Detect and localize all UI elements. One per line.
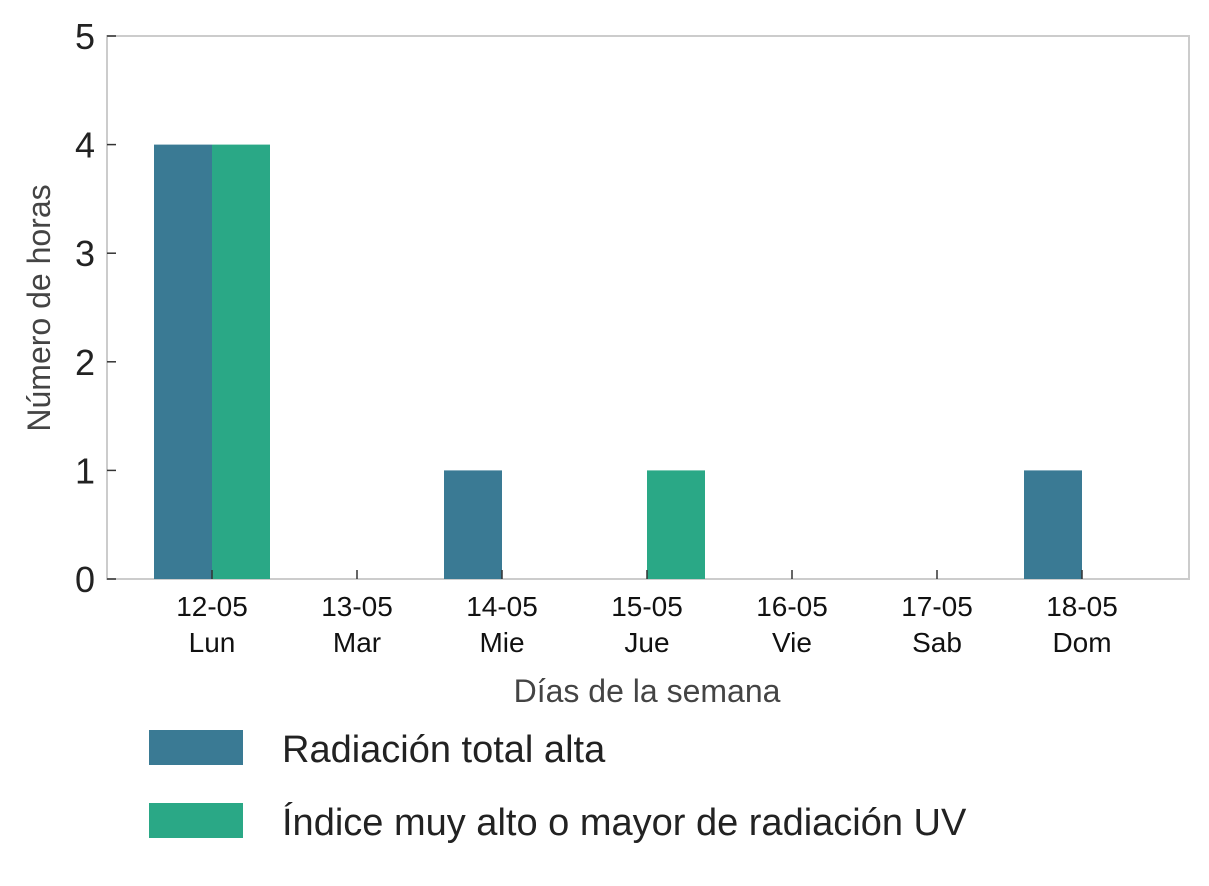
x-tick-label-date: 14-05 <box>466 591 538 622</box>
legend: Radiación total alta Índice muy alto o ma… <box>149 729 967 844</box>
x-tick-label-date: 12-05 <box>176 591 248 622</box>
legend-swatch-1 <box>149 730 243 765</box>
x-tick-label-day: Mar <box>333 627 381 658</box>
x-tick-label-day: Vie <box>772 627 812 658</box>
x-tick-label-day: Mie <box>479 627 524 658</box>
legend-swatch-2 <box>149 803 243 838</box>
y-tick-label: 1 <box>75 450 95 491</box>
x-tick-label-date: 16-05 <box>756 591 828 622</box>
x-axis-label: Días de la semana <box>514 673 781 709</box>
bar-2-15-05 <box>647 470 705 579</box>
x-tick-label-date: 15-05 <box>611 591 683 622</box>
x-tick-label-date: 17-05 <box>901 591 973 622</box>
x-tick-label-date: 18-05 <box>1046 591 1118 622</box>
x-tick-label-day: Jue <box>624 627 669 658</box>
x-tick-label-day: Dom <box>1052 627 1111 658</box>
x-tick-label-date: 13-05 <box>321 591 393 622</box>
x-tick-label-day: Lun <box>189 627 236 658</box>
legend-label-1: Radiación total alta <box>282 729 606 771</box>
y-tick-label: 0 <box>75 559 95 600</box>
bar-1-12-05 <box>154 144 212 579</box>
y-tick-label: 2 <box>75 342 95 383</box>
y-axis: 0 1 2 3 4 5 <box>75 16 116 600</box>
legend-label-2: Índice muy alto o mayor de radiación UV <box>282 801 967 844</box>
y-tick-label: 3 <box>75 233 95 274</box>
bar-2-12-05 <box>212 144 270 579</box>
x-tick-label-day: Sab <box>912 627 962 658</box>
y-axis-label: Número de horas <box>21 184 57 431</box>
bars-group <box>154 144 1082 579</box>
y-tick-label: 4 <box>75 125 95 166</box>
y-tick-label: 5 <box>75 16 95 57</box>
bar-1-18-05 <box>1024 470 1082 579</box>
x-axis: 12-05 Lun 13-05 Mar 14-05 Mie 15-05 Jue 16-05 Vie… <box>176 570 1118 658</box>
bar-1-14-05 <box>444 470 502 579</box>
